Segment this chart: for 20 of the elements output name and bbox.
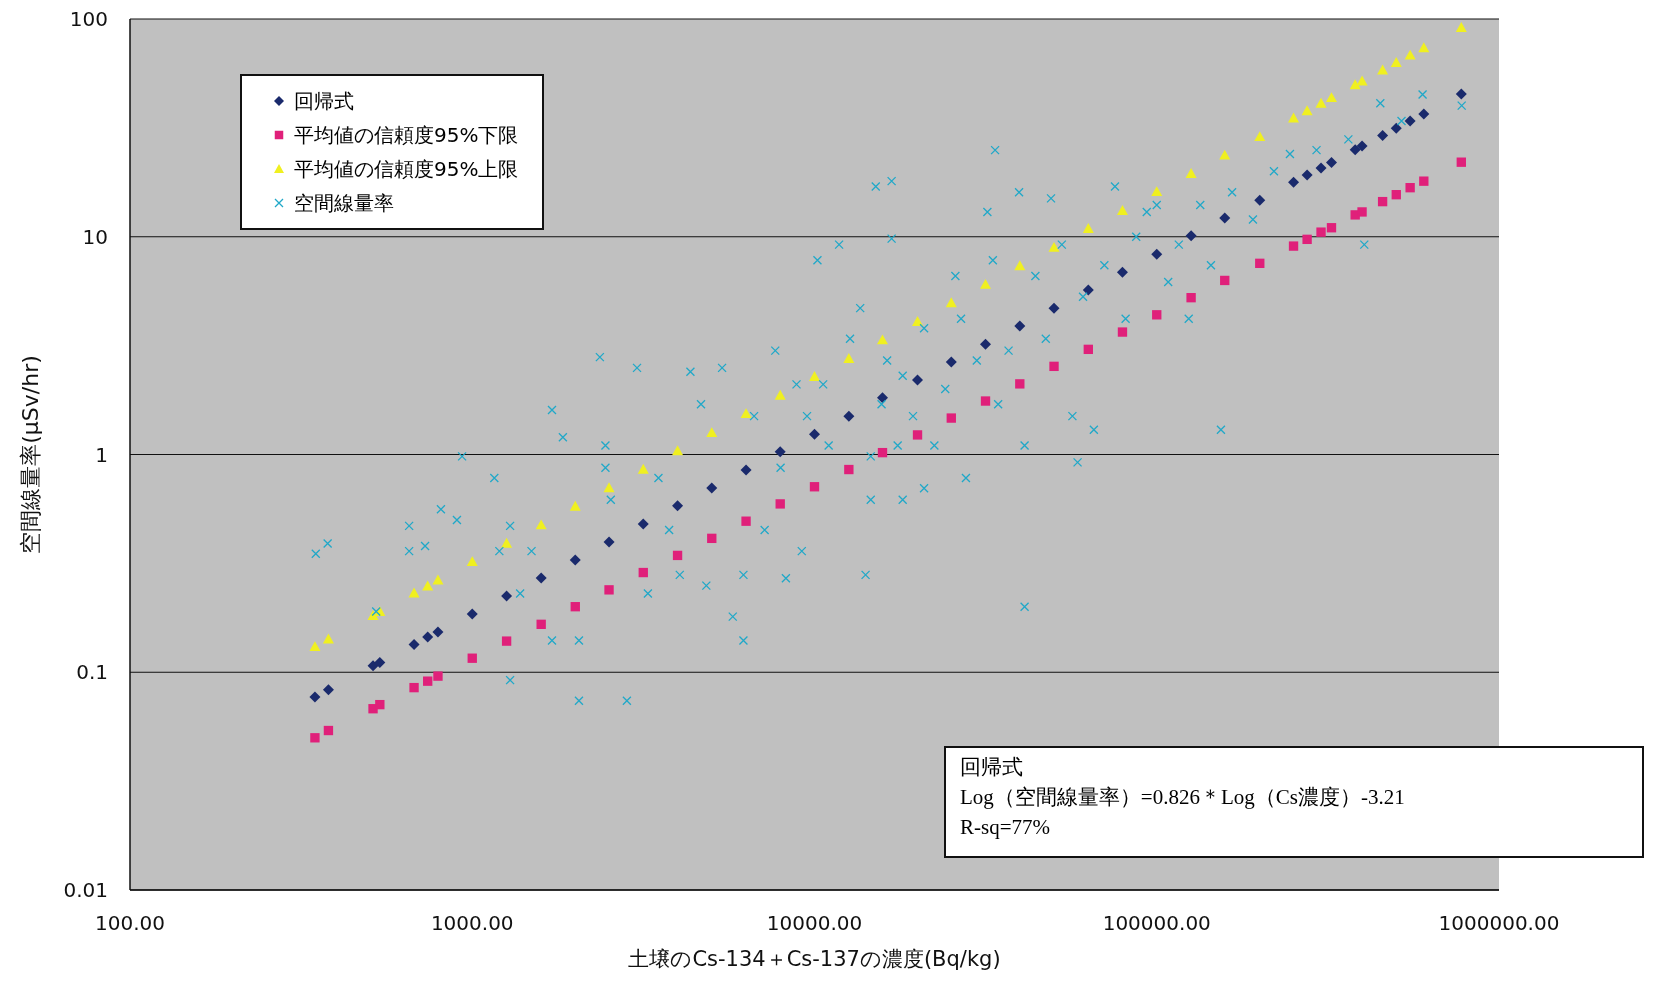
y-axis-title: 空間線量率(μSv/hr) bbox=[17, 355, 43, 554]
annotation: 回帰式 bbox=[960, 754, 1024, 781]
legend-label: 平均値の信頼度95%下限 bbox=[294, 122, 519, 149]
y-tick-label: 0.01 bbox=[63, 878, 108, 903]
note-box: 回帰式 Log（空間線量率）=0.826＊Log（Cs濃度）-3.21 R-sq=77% bbox=[944, 746, 1644, 858]
y-tick-label: 1 bbox=[95, 442, 108, 467]
y-tick-label: 10 bbox=[82, 224, 108, 249]
y-tick-label: 0.1 bbox=[76, 660, 108, 685]
x-tick-label: 100.00 bbox=[95, 911, 165, 936]
annotation: Log（空間線量率）=0.826＊Log（Cs濃度）-3.21 bbox=[960, 784, 1406, 811]
x-tick-label: 100000.00 bbox=[1102, 911, 1211, 936]
legend-label: 回帰式 bbox=[294, 88, 354, 115]
x-tick-label: 1000.00 bbox=[430, 911, 514, 936]
annotation: R-sq=77% bbox=[960, 814, 1051, 841]
legend-label: 平均値の信頼度95%上限 bbox=[294, 156, 519, 183]
x-axis-title: 土壌のCs-134＋Cs-137の濃度(Bq/kg) bbox=[628, 947, 1001, 971]
legend-label: 空間線量率 bbox=[294, 190, 394, 217]
y-tick-label: 100 bbox=[69, 7, 108, 32]
x-tick-label: 10000.00 bbox=[766, 911, 863, 936]
x-tick-label: 1000000.00 bbox=[1438, 911, 1560, 936]
